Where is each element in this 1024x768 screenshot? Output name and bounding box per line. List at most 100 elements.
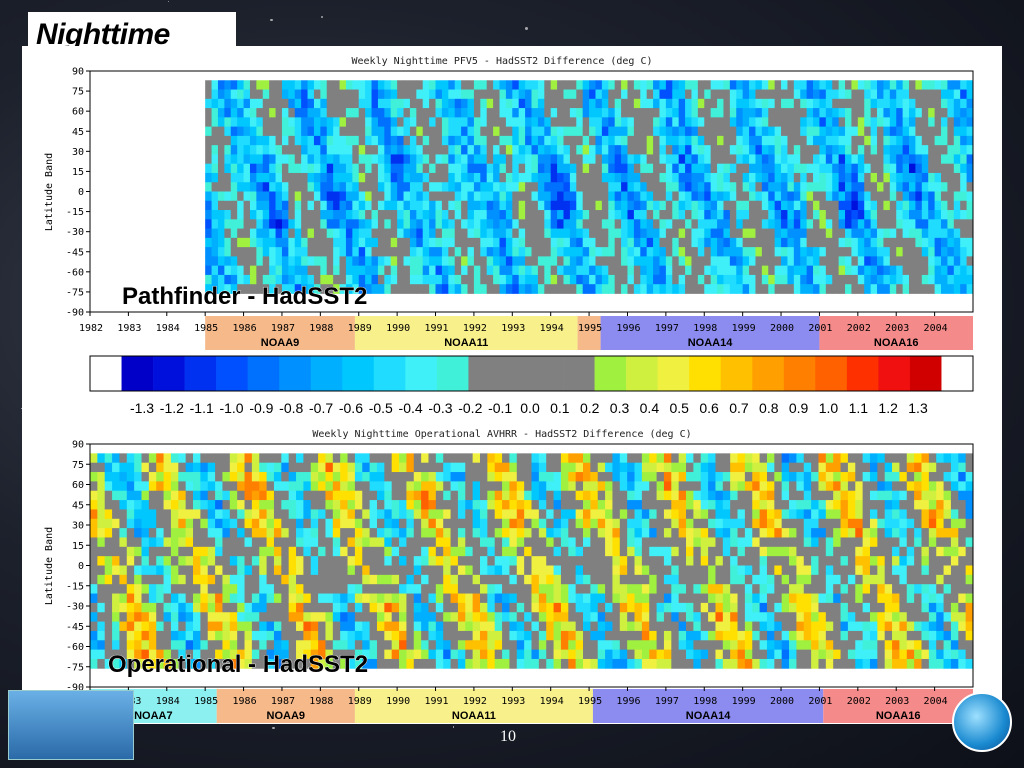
- heatmap-cell: [902, 210, 910, 220]
- heatmap-cell: [583, 537, 591, 548]
- heatmap-cell: [953, 135, 961, 146]
- heatmap-cell: [621, 163, 628, 174]
- heatmap-cell: [889, 80, 897, 90]
- heatmap-cell: [193, 528, 201, 538]
- heatmap-cell: [480, 228, 488, 239]
- heatmap-cell: [224, 182, 232, 192]
- heatmap-cell: [429, 89, 436, 100]
- heatmap-cell: [691, 284, 699, 294]
- heatmap-cell: [318, 649, 326, 660]
- heatmap-cell: [365, 80, 372, 90]
- heatmap-cell: [200, 481, 209, 492]
- heatmap-cell: [193, 500, 201, 510]
- heatmap-cell: [646, 228, 654, 239]
- heatmap-cell: [525, 135, 532, 146]
- heatmap-cell: [710, 247, 718, 257]
- heatmap-cell: [112, 537, 120, 548]
- heatmap-cell: [800, 237, 808, 248]
- heatmap-cell: [288, 621, 297, 632]
- heatmap-cell: [332, 574, 341, 585]
- heatmap-cell: [296, 481, 304, 492]
- heatmap-cell: [845, 219, 852, 229]
- heatmap-cell: [237, 528, 245, 538]
- heatmap-cell: [832, 154, 840, 165]
- heatmap-cell: [686, 574, 694, 585]
- heatmap-cell: [318, 500, 326, 510]
- heatmap-cell: [294, 191, 302, 202]
- heatmap-cell: [457, 453, 466, 464]
- heatmap-cell: [832, 256, 840, 267]
- heatmap-cell: [966, 191, 973, 202]
- heatmap-cell: [354, 574, 363, 585]
- heatmap-cell: [493, 191, 500, 202]
- heatmap-cell: [230, 284, 238, 294]
- heatmap-cell: [832, 163, 840, 174]
- heatmap-cell: [512, 80, 520, 90]
- heatmap-cell: [215, 556, 223, 566]
- heatmap-cell: [325, 602, 334, 613]
- heatmap-cell: [634, 565, 643, 576]
- heatmap-cell: [729, 265, 737, 276]
- heatmap-cell: [399, 537, 407, 548]
- heatmap-cell: [704, 182, 712, 192]
- heatmap-cell: [112, 612, 120, 622]
- heatmap-cell: [864, 108, 872, 118]
- heatmap-cell: [333, 135, 340, 146]
- heatmap-cell: [851, 182, 859, 192]
- heatmap-cell: [614, 210, 622, 220]
- heatmap-cell: [340, 574, 348, 585]
- heatmap-cell: [525, 247, 532, 257]
- heatmap-cell: [838, 274, 846, 285]
- heatmap-cell: [612, 537, 621, 548]
- heatmap-cell: [266, 481, 275, 492]
- heatmap-cell: [499, 191, 507, 202]
- heatmap-cell: [653, 219, 660, 229]
- heatmap-cell: [672, 117, 680, 128]
- heatmap-cell: [621, 108, 628, 118]
- heatmap-cell: [715, 546, 724, 557]
- heatmap-cell: [473, 117, 481, 128]
- heatmap-cell: [178, 649, 187, 660]
- heatmap-cell: [399, 593, 407, 604]
- heatmap-cell: [845, 228, 852, 239]
- y-tick-label: -15: [66, 207, 84, 218]
- heatmap-cell: [568, 565, 577, 576]
- heatmap-cell: [877, 126, 884, 137]
- heatmap-cell: [369, 490, 378, 501]
- heatmap-cell: [691, 126, 699, 137]
- heatmap-cell: [557, 98, 564, 109]
- heatmap-cell: [960, 228, 967, 239]
- heatmap-cell: [422, 89, 430, 100]
- heatmap-cell: [391, 649, 400, 660]
- heatmap-cell: [730, 453, 738, 464]
- heatmap-cell: [457, 481, 466, 492]
- heatmap-cell: [256, 117, 264, 128]
- heatmap-cell: [538, 649, 547, 660]
- heatmap-cell: [544, 182, 552, 192]
- heatmap-cell: [224, 80, 232, 90]
- heatmap-cell: [697, 126, 705, 137]
- heatmap-cell: [966, 182, 973, 192]
- heatmap-cell: [486, 126, 494, 137]
- heatmap-cell: [207, 602, 216, 613]
- heatmap-cell: [384, 481, 393, 492]
- heatmap-cell: [318, 528, 326, 538]
- heatmap-cell: [134, 565, 142, 576]
- heatmap-cell: [921, 117, 929, 128]
- heatmap-cell: [537, 145, 545, 155]
- heatmap-cell: [518, 256, 526, 267]
- heatmap-cell: [377, 200, 385, 211]
- heatmap-cell: [499, 145, 507, 155]
- heatmap-cell: [966, 145, 973, 155]
- heatmap-cell: [736, 256, 744, 267]
- heatmap-cell: [685, 265, 692, 276]
- heatmap-cell: [576, 274, 584, 285]
- satellite-bar: [819, 316, 973, 350]
- heatmap-cell: [787, 200, 795, 211]
- heatmap-cell: [800, 108, 808, 118]
- heatmap-cell: [141, 546, 150, 557]
- heatmap-cell: [318, 546, 326, 557]
- heatmap-cell: [686, 509, 694, 520]
- heatmap-cell: [691, 191, 699, 202]
- heatmap-cell: [422, 98, 430, 109]
